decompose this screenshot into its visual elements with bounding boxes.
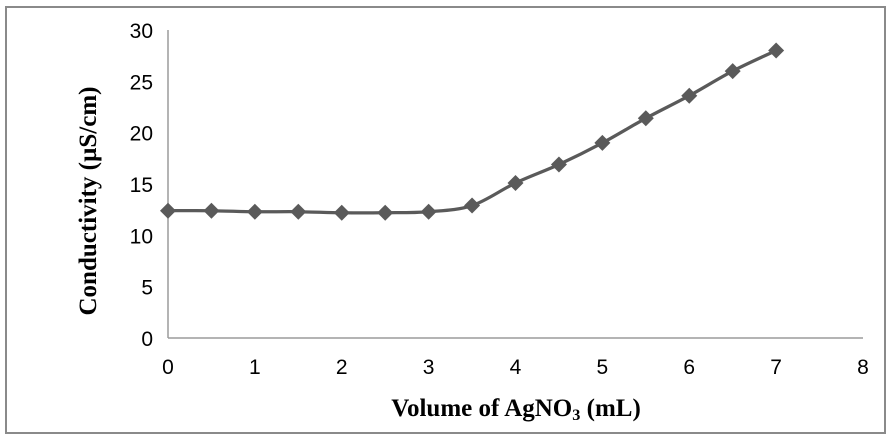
x-tick-label: 2 — [336, 356, 348, 379]
data-point-marker — [290, 203, 307, 220]
conductivity-series-line — [166, 48, 778, 215]
y-tick-label: 25 — [130, 71, 153, 94]
data-point-marker — [681, 87, 698, 104]
data-point-marker — [550, 156, 567, 173]
y-tick-label: 0 — [141, 328, 153, 351]
y-axis-title: Conductivity (µS/cm) — [75, 87, 103, 316]
data-point-marker — [160, 202, 176, 219]
x-tick-label: 7 — [770, 356, 782, 379]
x-tick-label: 1 — [249, 356, 261, 379]
y-tick-label: 10 — [130, 225, 153, 248]
x-tick-label: 0 — [162, 356, 174, 379]
x-axis-title-suffix: (mL) — [580, 395, 641, 422]
y-tick-label: 5 — [141, 277, 153, 300]
x-axis-title-subscript: 3 — [572, 406, 581, 425]
data-point-marker — [203, 202, 220, 219]
data-point-marker — [637, 110, 654, 127]
data-point-marker — [464, 197, 481, 214]
x-tick-label: 6 — [683, 356, 695, 379]
y-tick-label: 30 — [130, 20, 153, 43]
data-point-marker — [507, 174, 524, 191]
data-point-marker — [768, 42, 785, 59]
y-axis-title-text: Conductivity (µS/cm) — [75, 86, 102, 316]
x-axis-title: Volume of AgNO3 (mL) — [391, 395, 641, 425]
x-tick-label: 8 — [857, 356, 869, 379]
data-point-marker — [594, 134, 611, 151]
x-tick-label: 4 — [510, 356, 522, 379]
data-point-marker — [377, 204, 394, 221]
data-point-marker — [333, 204, 350, 221]
x-tick-label: 5 — [597, 356, 609, 379]
y-tick-label: 15 — [130, 174, 153, 197]
data-point-marker — [420, 203, 437, 220]
x-tick-label: 3 — [423, 356, 435, 379]
x-axis-title-prefix: Volume of AgNO — [391, 395, 573, 422]
y-tick-label: 20 — [130, 123, 153, 146]
data-point-marker — [246, 203, 263, 220]
data-point-marker — [724, 63, 741, 80]
